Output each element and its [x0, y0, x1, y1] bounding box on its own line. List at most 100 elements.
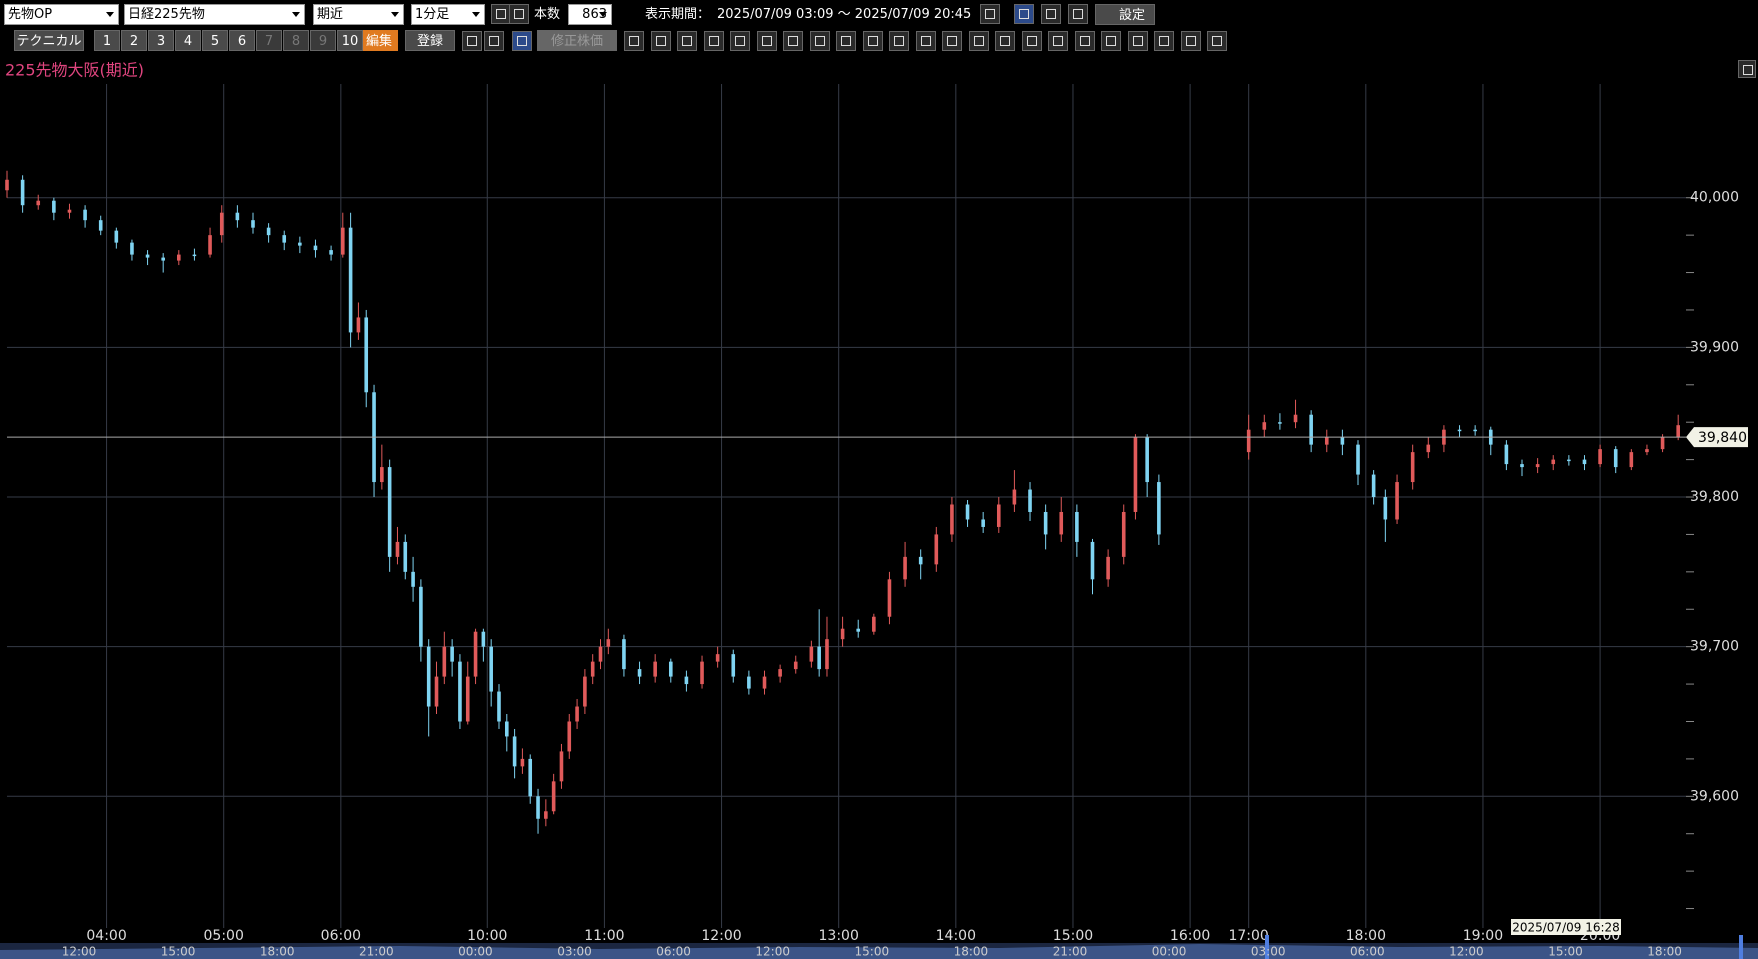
adjusted-price-button[interactable]: 修正株価: [537, 30, 617, 51]
drawing-tool[interactable]: [1074, 31, 1095, 51]
candle-body: [1157, 482, 1161, 535]
drawing-tool[interactable]: [624, 31, 644, 51]
candle-body: [395, 541, 400, 557]
candle-body: [637, 669, 642, 677]
x-tick-label: 19:00: [1463, 928, 1503, 944]
current-price-box: [1686, 427, 1748, 448]
preset-button[interactable]: 4: [175, 30, 201, 51]
preset-button[interactable]: 1: [94, 30, 120, 51]
candle-body: [83, 209, 87, 221]
undo-button[interactable]: [980, 4, 1000, 24]
preset-button[interactable]: 3: [148, 30, 174, 51]
drawing-tool[interactable]: [703, 31, 724, 51]
preset-button[interactable]: 10: [337, 30, 363, 51]
count-input[interactable]: 863: [568, 4, 612, 25]
preset-button[interactable]: 8: [283, 30, 309, 51]
settings-button[interactable]: 設定: [1095, 4, 1155, 25]
chart-type-button[interactable]: [1014, 4, 1034, 24]
y-tick-label: 39,600: [1690, 788, 1739, 804]
x-tick-label: 17:00: [1228, 928, 1268, 944]
candle-body: [450, 646, 454, 662]
drawing-tool[interactable]: [1101, 31, 1121, 51]
candle-body: [1395, 482, 1399, 520]
panel-toggle[interactable]: [1738, 60, 1756, 78]
candle-body: [1629, 452, 1634, 468]
edit-button[interactable]: 編集: [360, 30, 398, 51]
candle-body: [1598, 449, 1602, 465]
candle-body: [145, 254, 150, 258]
crosshair-button[interactable]: [512, 31, 532, 51]
x-tick-label: 16:00: [1170, 928, 1210, 944]
candle-body: [329, 250, 333, 255]
drawing-tool[interactable]: [968, 31, 989, 51]
candle-body: [1090, 541, 1095, 580]
x-tick-label: 06:00: [321, 928, 361, 944]
candle-body: [731, 654, 736, 677]
zoom-button[interactable]: [484, 31, 504, 51]
symbol-select[interactable]: 日経225先物: [124, 4, 305, 25]
period-label: 表示期間：: [645, 7, 711, 22]
print-button[interactable]: [1041, 4, 1061, 24]
export-button[interactable]: [1068, 4, 1088, 24]
navigator-label: 03:00: [1251, 945, 1286, 959]
market-select[interactable]: 先物OP: [4, 4, 119, 25]
candle-body: [1551, 459, 1556, 465]
prev-button[interactable]: [491, 4, 511, 24]
candle-body: [583, 676, 587, 707]
drawing-tool[interactable]: [862, 31, 883, 51]
drawing-tool[interactable]: [650, 31, 671, 51]
next-button[interactable]: [509, 4, 529, 24]
candle-body: [1426, 444, 1431, 453]
preset-button[interactable]: 7: [256, 30, 282, 51]
contract-select[interactable]: 期近: [313, 4, 404, 25]
candle-body: [1246, 429, 1251, 453]
chart-title: 225先物大阪(期近): [5, 61, 144, 80]
preset-button[interactable]: 6: [229, 30, 255, 51]
register-button[interactable]: 登録: [405, 30, 455, 51]
candle-body: [809, 646, 814, 662]
x-tick-label: 18:00: [1346, 928, 1386, 944]
drawing-tool[interactable]: [1048, 31, 1068, 51]
candle-body: [1676, 425, 1680, 438]
drawing-tool[interactable]: [677, 31, 697, 51]
candle-body: [177, 254, 181, 261]
candle-body: [1278, 422, 1282, 424]
drawing-tool[interactable]: [1127, 31, 1148, 51]
drawing-tool[interactable]: [1021, 31, 1042, 51]
drawing-tool[interactable]: [889, 31, 909, 51]
candle-body: [778, 669, 782, 677]
candle-body: [1457, 429, 1462, 432]
navigator-label: 15:00: [161, 945, 196, 959]
drawing-tool[interactable]: [995, 31, 1015, 51]
candle-body: [1645, 449, 1649, 453]
preset-button[interactable]: 5: [202, 30, 228, 51]
zoom-button[interactable]: [462, 31, 482, 51]
drawing-tool[interactable]: [756, 31, 777, 51]
interval-select[interactable]: 1分足: [411, 4, 485, 25]
candle-body: [1059, 511, 1064, 535]
drawing-tool[interactable]: [1154, 31, 1174, 51]
drawing-tool[interactable]: [942, 31, 962, 51]
drawing-tool[interactable]: [1180, 31, 1201, 51]
candle-body: [934, 534, 939, 565]
candle-body: [715, 654, 720, 662]
drawing-tool[interactable]: [915, 31, 936, 51]
candle-body: [840, 628, 845, 640]
candle-body: [887, 579, 892, 617]
technical-button[interactable]: テクニカル: [14, 30, 84, 51]
preset-button[interactable]: 2: [121, 30, 147, 51]
drawing-tool[interactable]: [783, 31, 803, 51]
candle-body: [528, 758, 533, 797]
drawing-tool[interactable]: [836, 31, 856, 51]
drawing-tool[interactable]: [730, 31, 750, 51]
candle-body: [536, 796, 540, 819]
preset-button[interactable]: 9: [310, 30, 336, 51]
candle-body: [426, 646, 431, 707]
candle-body: [856, 628, 861, 632]
candle-body: [747, 676, 751, 689]
cursor-label: 2025/07/09 16:28: [1512, 921, 1620, 935]
candle-body: [551, 781, 556, 812]
drawing-tool[interactable]: [809, 31, 830, 51]
drawing-tool[interactable]: [1207, 31, 1227, 51]
